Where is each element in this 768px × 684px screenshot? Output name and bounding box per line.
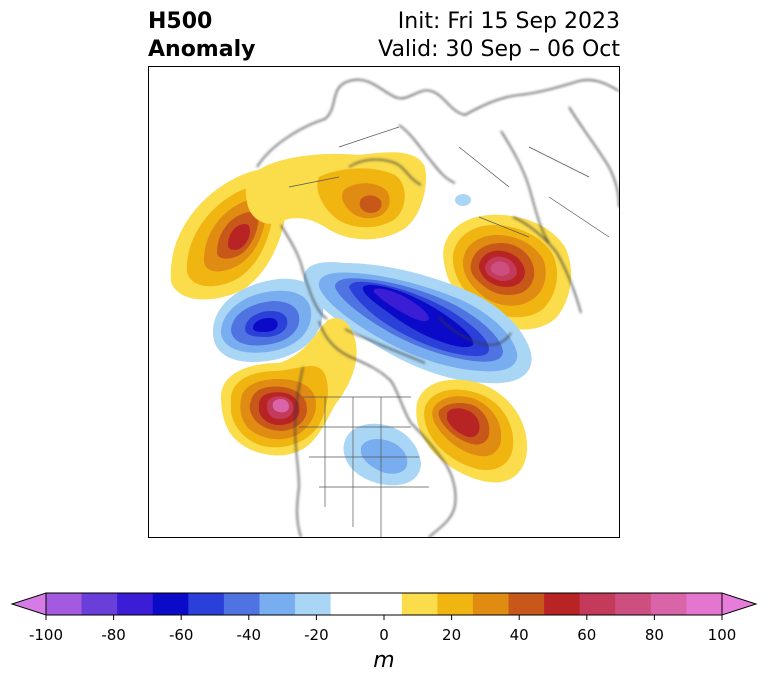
colorbar-tick-label: 20 xyxy=(442,626,462,644)
colorbar-tick-label: 80 xyxy=(644,626,664,644)
anomaly-great-lakes-trough xyxy=(343,423,421,486)
colorbar-extend-high xyxy=(721,592,758,616)
colorbar xyxy=(0,585,768,625)
colorbar-bin xyxy=(544,593,581,615)
anomaly-siberia-ridge xyxy=(443,214,572,330)
colorbar-bin xyxy=(188,593,225,615)
title-field-name: H500 xyxy=(148,9,213,34)
anomaly-map xyxy=(149,67,619,537)
colorbar-bin xyxy=(46,593,83,615)
colorbar-bin xyxy=(437,593,474,615)
coastlines xyxy=(256,79,619,537)
colorbar-tick-label: 60 xyxy=(577,626,597,644)
colorbar-bin xyxy=(650,593,687,615)
colorbar-bin xyxy=(259,593,296,615)
title-right: Init: Fri 15 Sep 2023 Valid: 30 Sep – 06… xyxy=(378,8,620,64)
colorbar-extend-low xyxy=(10,592,47,616)
anomaly-western-atlantic-ridge xyxy=(416,379,528,483)
anomaly-small-blue-blob xyxy=(455,194,471,206)
colorbar-tick-label: 0 xyxy=(379,626,389,644)
map-panel xyxy=(148,66,620,538)
colorbar-bin xyxy=(152,593,189,615)
colorbar-tick-label: -40 xyxy=(236,626,262,644)
colorbar-svg xyxy=(10,592,758,620)
colorbar-bin xyxy=(579,593,616,615)
colorbar-bin xyxy=(330,593,367,615)
colorbar-bin xyxy=(81,593,118,615)
colorbar-bin xyxy=(366,593,403,615)
colorbar-tick-label: -80 xyxy=(101,626,126,644)
colorbar-bin xyxy=(472,593,510,615)
colorbar-bin xyxy=(615,593,652,615)
anomaly-north-pacific-trough xyxy=(212,278,324,362)
colorbar-tick-label: 40 xyxy=(509,626,529,644)
colorbar-bin xyxy=(401,593,438,615)
title-anomaly: Anomaly xyxy=(148,37,256,62)
anomaly-central-arctic-ridge xyxy=(245,152,427,240)
colorbar-bin xyxy=(686,593,723,615)
colorbar-bin xyxy=(295,593,332,615)
political-borders xyxy=(288,126,610,537)
colorbar-bin xyxy=(508,593,545,615)
title-left: H500 Anomaly xyxy=(148,8,255,64)
colorbar-tick-label: 100 xyxy=(707,626,737,644)
colorbar-units: m xyxy=(373,648,395,673)
valid-period: Valid: 30 Sep – 06 Oct xyxy=(378,37,620,62)
colorbar-bin xyxy=(117,593,154,615)
anomaly-western-us-ridge xyxy=(221,318,357,456)
colorbar-tick-label: -60 xyxy=(168,626,194,644)
colorbar-tick-label: -20 xyxy=(304,626,329,644)
anomaly-arctic-trough xyxy=(303,261,532,384)
init-date: Init: Fri 15 Sep 2023 xyxy=(397,9,620,34)
colorbar-tick-label: -100 xyxy=(28,626,64,644)
colorbar-bin xyxy=(223,593,260,615)
